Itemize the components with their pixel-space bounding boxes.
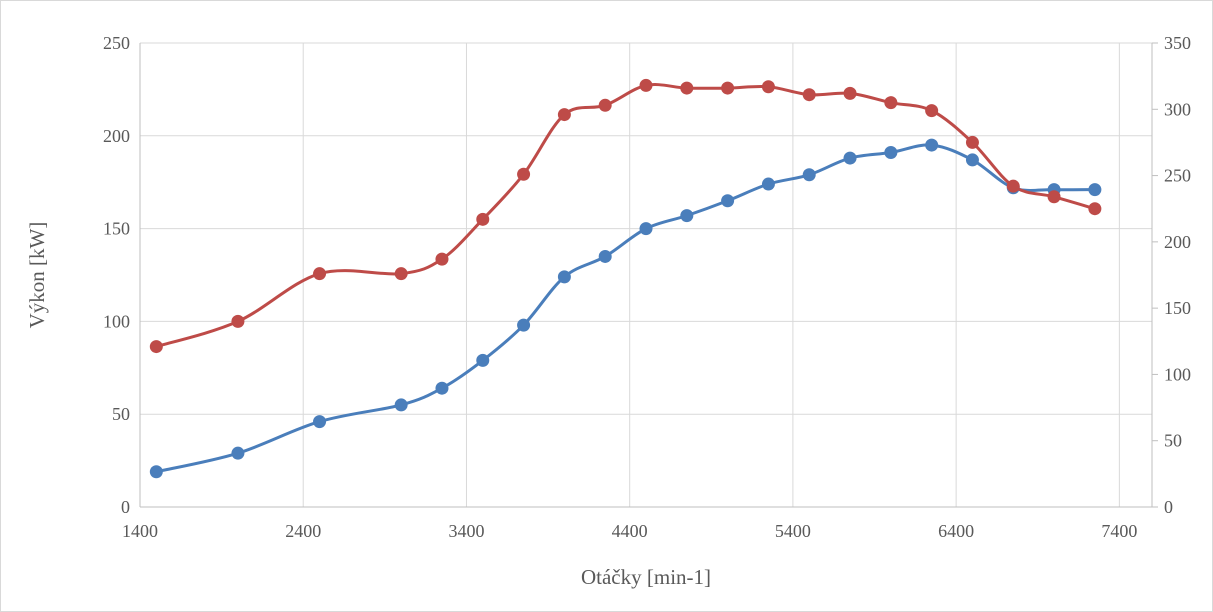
data-point [598,98,612,112]
data-point [761,80,775,94]
gridlines [140,42,1152,507]
series-2 [149,78,1102,354]
data-point [598,249,612,263]
data-point [802,168,816,182]
x-tick-label: 5400 [775,521,811,541]
data-point [476,212,490,226]
data-point [925,138,939,152]
data-point [394,267,408,281]
data-point [231,446,245,460]
data-point [557,270,571,284]
data-point [394,398,408,412]
data-point [680,81,694,95]
x-tick-label: 2400 [285,521,321,541]
y-tick-label: 150 [103,219,130,239]
y-axis-title: Výkon [kW] [25,222,49,329]
x-axis-title: Otáčky [min-1] [581,565,711,589]
data-point [557,108,571,122]
data-point [435,381,449,395]
y2-tick-label: 250 [1164,166,1191,186]
data-point [1006,179,1020,193]
data-point [639,222,653,236]
y2-tick-label: 150 [1164,298,1191,318]
y-tick-label: 250 [103,33,130,53]
data-point [884,96,898,110]
x-tick-label: 7400 [1101,521,1137,541]
x-tick-label: 3400 [448,521,484,541]
data-point [149,340,163,354]
data-point [1047,190,1061,204]
x-tick-label: 6400 [938,521,974,541]
tick-labels: 0 50 100 150 200 250 1400 2400 3400 4400 5400 6400 7… [103,33,1191,541]
y2-tick-label: 100 [1164,364,1191,384]
data-point [965,153,979,167]
x-tick-label: 1400 [122,521,158,541]
data-point [476,353,490,367]
data-point [517,167,531,181]
data-point [802,88,816,102]
data-point [517,318,531,332]
data-point [721,194,735,208]
data-point [1088,202,1102,216]
y-tick-label: 50 [112,404,130,424]
y2-tick-label: 50 [1164,431,1182,451]
y2-tick-label: 200 [1164,232,1191,252]
data-point [761,177,775,191]
data-point [884,146,898,160]
series-group [149,78,1102,479]
y-tick-label: 200 [103,126,130,146]
data-point [925,104,939,118]
data-point [843,151,857,165]
data-point [965,135,979,149]
axes [139,42,1158,508]
data-point [1088,183,1102,197]
y-tick-label: 100 [103,311,130,331]
data-point [231,314,245,328]
data-point [639,78,653,92]
y-tick-label: 0 [121,497,130,517]
series-1 [149,138,1102,479]
data-point [680,209,694,223]
data-point [313,267,327,281]
x-tick-label: 4400 [612,521,648,541]
y2-tick-label: 300 [1164,99,1191,119]
data-point [313,415,327,429]
data-point [721,81,735,95]
y2-tick-label: 0 [1164,497,1173,517]
series-line [155,83,1096,349]
data-point [843,86,857,100]
y2-tick-label: 350 [1164,33,1191,53]
series-line [155,143,1095,474]
data-point [149,465,163,479]
data-point [435,252,449,266]
